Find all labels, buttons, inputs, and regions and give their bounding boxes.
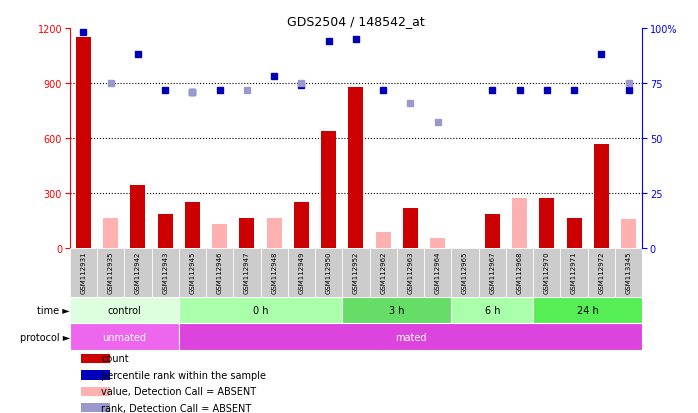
- Text: 3 h: 3 h: [389, 305, 405, 315]
- Bar: [370, 248, 397, 297]
- Bar: [315, 248, 342, 297]
- Bar: [342, 248, 370, 297]
- Bar: [81, 354, 110, 363]
- Bar: [81, 387, 110, 396]
- Bar: [567, 218, 581, 248]
- Bar: [615, 248, 642, 297]
- Text: GSM112942: GSM112942: [135, 251, 141, 293]
- Bar: [376, 233, 391, 248]
- Bar: [151, 248, 179, 297]
- Bar: [533, 248, 560, 297]
- Bar: [533, 297, 642, 324]
- Bar: [97, 248, 124, 297]
- Text: time ►: time ►: [37, 305, 70, 315]
- Bar: [81, 370, 110, 380]
- Text: GSM112972: GSM112972: [598, 251, 604, 293]
- Bar: [397, 248, 424, 297]
- Text: GSM112935: GSM112935: [107, 251, 114, 293]
- Bar: [81, 403, 110, 412]
- Text: GSM112948: GSM112948: [272, 251, 277, 293]
- Bar: [179, 297, 342, 324]
- Text: 24 h: 24 h: [577, 305, 598, 315]
- Bar: [484, 214, 500, 248]
- Text: GSM112947: GSM112947: [244, 251, 250, 293]
- Bar: [452, 248, 479, 297]
- Bar: [342, 297, 452, 324]
- Text: GSM112970: GSM112970: [544, 251, 550, 293]
- Text: count: count: [101, 354, 129, 363]
- Bar: [424, 248, 452, 297]
- Bar: [70, 297, 179, 324]
- Bar: [294, 202, 309, 248]
- Bar: [179, 248, 206, 297]
- Bar: [206, 248, 233, 297]
- Bar: [76, 38, 91, 248]
- Bar: [70, 324, 179, 350]
- Bar: [506, 248, 533, 297]
- Bar: [403, 209, 418, 248]
- Text: GSM112945: GSM112945: [189, 251, 195, 293]
- Bar: [540, 199, 554, 248]
- Bar: [452, 297, 533, 324]
- Text: unmated: unmated: [103, 332, 147, 342]
- Bar: [158, 214, 172, 248]
- Bar: [321, 131, 336, 248]
- Text: 6 h: 6 h: [484, 305, 500, 315]
- Bar: [124, 248, 151, 297]
- Text: GSM112963: GSM112963: [408, 251, 413, 293]
- Text: GSM112967: GSM112967: [489, 251, 496, 293]
- Bar: [70, 248, 97, 297]
- Text: GSM112946: GSM112946: [216, 251, 223, 293]
- Bar: [131, 186, 145, 248]
- Bar: [288, 248, 315, 297]
- Bar: [260, 248, 288, 297]
- Text: GSM112943: GSM112943: [162, 251, 168, 293]
- Text: GSM112964: GSM112964: [435, 251, 440, 293]
- Bar: [103, 218, 118, 248]
- Bar: [233, 248, 260, 297]
- Text: GSM113345: GSM113345: [625, 251, 632, 293]
- Bar: [239, 219, 255, 248]
- Text: value, Detection Call = ABSENT: value, Detection Call = ABSENT: [101, 386, 256, 396]
- Text: rank, Detection Call = ABSENT: rank, Detection Call = ABSENT: [101, 403, 251, 413]
- Text: GSM112965: GSM112965: [462, 251, 468, 293]
- Text: GSM112971: GSM112971: [571, 251, 577, 293]
- Text: percentile rank within the sample: percentile rank within the sample: [101, 370, 266, 380]
- Bar: [479, 248, 506, 297]
- Text: GSM112952: GSM112952: [353, 251, 359, 293]
- Text: mated: mated: [395, 332, 426, 342]
- Bar: [512, 199, 527, 248]
- Bar: [348, 88, 364, 248]
- Bar: [212, 224, 227, 248]
- Bar: [621, 220, 636, 248]
- Text: GSM112962: GSM112962: [380, 251, 386, 293]
- Text: GSM112949: GSM112949: [299, 251, 304, 293]
- Title: GDS2504 / 148542_at: GDS2504 / 148542_at: [287, 15, 425, 28]
- Bar: [594, 145, 609, 248]
- Text: control: control: [107, 305, 141, 315]
- Bar: [430, 238, 445, 248]
- Bar: [560, 248, 588, 297]
- Text: protocol ►: protocol ►: [20, 332, 70, 342]
- Bar: [185, 202, 200, 248]
- Bar: [588, 248, 615, 297]
- Text: GSM112950: GSM112950: [326, 251, 332, 293]
- Text: 0 h: 0 h: [253, 305, 268, 315]
- Bar: [267, 218, 282, 248]
- Bar: [179, 324, 642, 350]
- Text: GSM112968: GSM112968: [517, 251, 523, 293]
- Text: GSM112931: GSM112931: [80, 251, 87, 293]
